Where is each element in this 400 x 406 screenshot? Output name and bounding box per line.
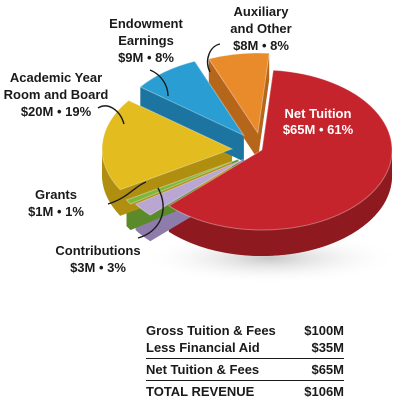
summary-row-gross-tuition: Gross Tuition & Fees $100M: [146, 322, 344, 339]
pie-slice-net-tuition: [167, 69, 393, 231]
label-contributions-value: $3M • 3%: [70, 260, 126, 275]
pie-slices: [101, 52, 393, 257]
label-auxiliary-line2: and Other: [230, 21, 291, 36]
label-net-tuition-value: $65M • 61%: [283, 122, 354, 137]
label-endowment-line1: Endowment: [109, 16, 183, 31]
label-auxiliary-line1: Auxiliary: [234, 4, 290, 19]
summary-divider: [146, 380, 344, 381]
pie-chart: Net Tuition $65M • 61% Contributions $3M…: [4, 4, 400, 284]
summary-label: TOTAL REVENUE: [146, 384, 255, 399]
label-grants-value: $1M • 1%: [28, 204, 84, 219]
label-room-board-value: $20M • 19%: [21, 104, 92, 119]
summary-value: $106M: [304, 384, 344, 399]
summary-value: $100M: [304, 323, 344, 338]
summary-label: Gross Tuition & Fees: [146, 323, 276, 338]
summary-row-net-tuition: Net Tuition & Fees $65M: [146, 361, 344, 378]
leader-line-grants: [107, 181, 147, 205]
leader-line-room-board: [97, 105, 125, 125]
leader-line-endowment: [149, 69, 169, 97]
label-contributions-name: Contributions: [55, 243, 140, 258]
pie-slice-endowment-earnings: [139, 60, 246, 137]
leader-line-auxiliary: [206, 43, 221, 73]
pie-slice-band-3: [102, 148, 121, 216]
leader-line-contributions: [137, 187, 164, 239]
pie-slice-auxiliary-and-other: [207, 52, 270, 135]
pie-slice-academic-year-room-and-board: [101, 99, 234, 191]
revenue-summary-table: Gross Tuition & Fees $100M Less Financia…: [146, 322, 344, 400]
summary-value: $35M: [311, 340, 344, 355]
label-auxiliary-value: $8M • 8%: [233, 38, 289, 53]
pie-slice-wall-5-1: [257, 53, 270, 159]
pie-slice-band-0: [168, 150, 392, 256]
label-endowment-value: $9M • 8%: [118, 50, 174, 65]
summary-row-total-revenue: TOTAL REVENUE $106M: [146, 383, 344, 400]
label-room-board-line1: Academic Year: [10, 70, 102, 85]
summary-label: Less Financial Aid: [146, 340, 260, 355]
label-room-board-line2: Room and Board: [4, 87, 109, 102]
summary-label: Net Tuition & Fees: [146, 362, 260, 377]
label-net-tuition-name: Net Tuition: [285, 106, 352, 121]
pie-slice-wall-5-0: [208, 58, 258, 159]
label-grants-name: Grants: [35, 187, 77, 202]
label-endowment-line2: Earnings: [118, 33, 174, 48]
pie-slice-grants: [125, 158, 239, 205]
summary-value: $65M: [311, 362, 344, 377]
summary-row-financial-aid: Less Financial Aid $35M: [146, 339, 344, 356]
summary-divider: [146, 358, 344, 359]
